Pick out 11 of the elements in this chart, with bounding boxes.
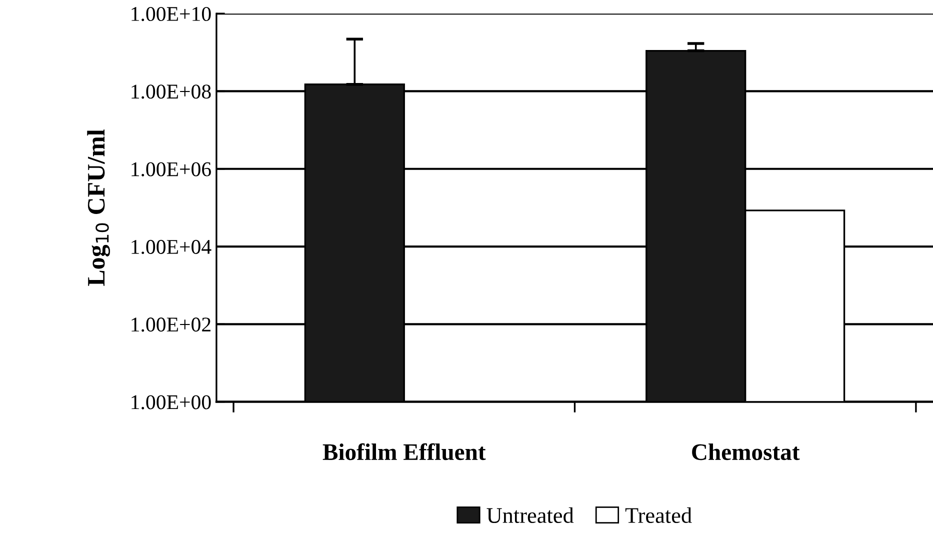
x-tick-label: Biofilm Effluent <box>322 443 486 460</box>
y-tick-label: 1.00E+06 <box>132 162 211 176</box>
y-tick-label: 1.00E+04 <box>132 240 212 254</box>
x-tick-label: Chemostat <box>692 443 800 460</box>
y-tick-label: 1.00E+00 <box>132 395 211 410</box>
legend-label: Untreated <box>486 507 574 524</box>
y-tick-label: 1.00E+02 <box>132 318 210 332</box>
legend-label: Treated <box>625 507 692 524</box>
y-tick-label: 1.00E+08 <box>132 84 211 99</box>
y-tick-label: 1.00E+10 <box>132 6 211 22</box>
y-axis-title: Log$_{10}$ CFU/ml <box>87 130 110 286</box>
